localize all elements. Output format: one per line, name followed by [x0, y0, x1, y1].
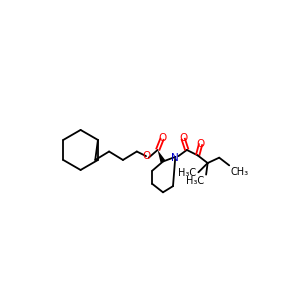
Text: CH₃: CH₃: [231, 167, 249, 176]
Text: N: N: [171, 153, 179, 163]
Polygon shape: [158, 150, 165, 163]
Text: H₃C: H₃C: [178, 168, 196, 178]
Text: O: O: [179, 134, 187, 143]
Text: O: O: [158, 134, 166, 143]
Text: H₃C: H₃C: [186, 176, 204, 186]
Text: O: O: [196, 139, 205, 149]
Text: O: O: [142, 151, 150, 161]
